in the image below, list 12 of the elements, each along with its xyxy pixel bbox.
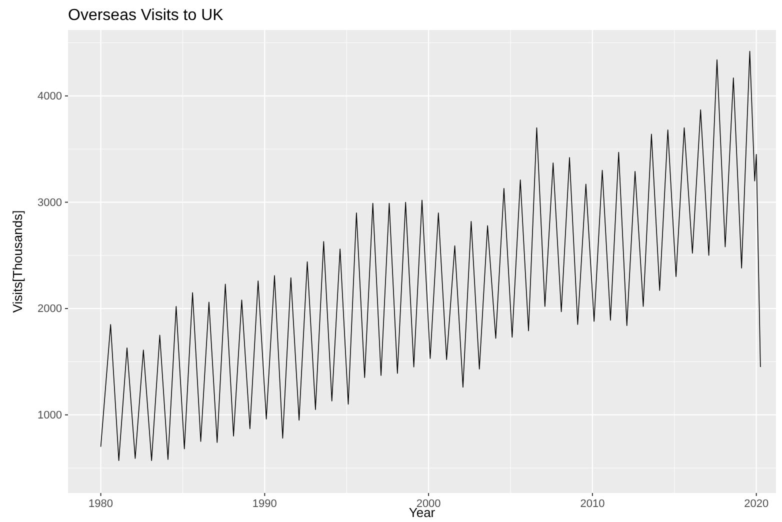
x-tick-label: 2010 [580, 498, 605, 510]
y-axis-title: Visits[Thousands] [10, 210, 25, 313]
x-tick-label: 2000 [416, 498, 441, 510]
y-tick-label: 3000 [38, 196, 62, 209]
x-tick-label: 1990 [252, 498, 277, 510]
y-tick-label: 2000 [38, 303, 62, 316]
line-series [100, 50, 761, 461]
y-tick-label: 1000 [38, 409, 62, 422]
y-tick-label: 4000 [38, 90, 62, 102]
chart-title: Overseas Visits to UK [68, 7, 224, 24]
x-tick-label: 2020 [744, 498, 769, 510]
x-tick-label: 1980 [88, 498, 114, 510]
